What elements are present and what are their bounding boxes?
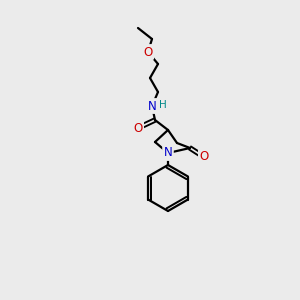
Text: N: N [164,146,172,160]
Text: O: O [134,122,142,134]
Text: N: N [148,100,156,112]
Text: O: O [200,151,208,164]
Text: O: O [143,46,153,59]
Text: H: H [159,100,167,110]
